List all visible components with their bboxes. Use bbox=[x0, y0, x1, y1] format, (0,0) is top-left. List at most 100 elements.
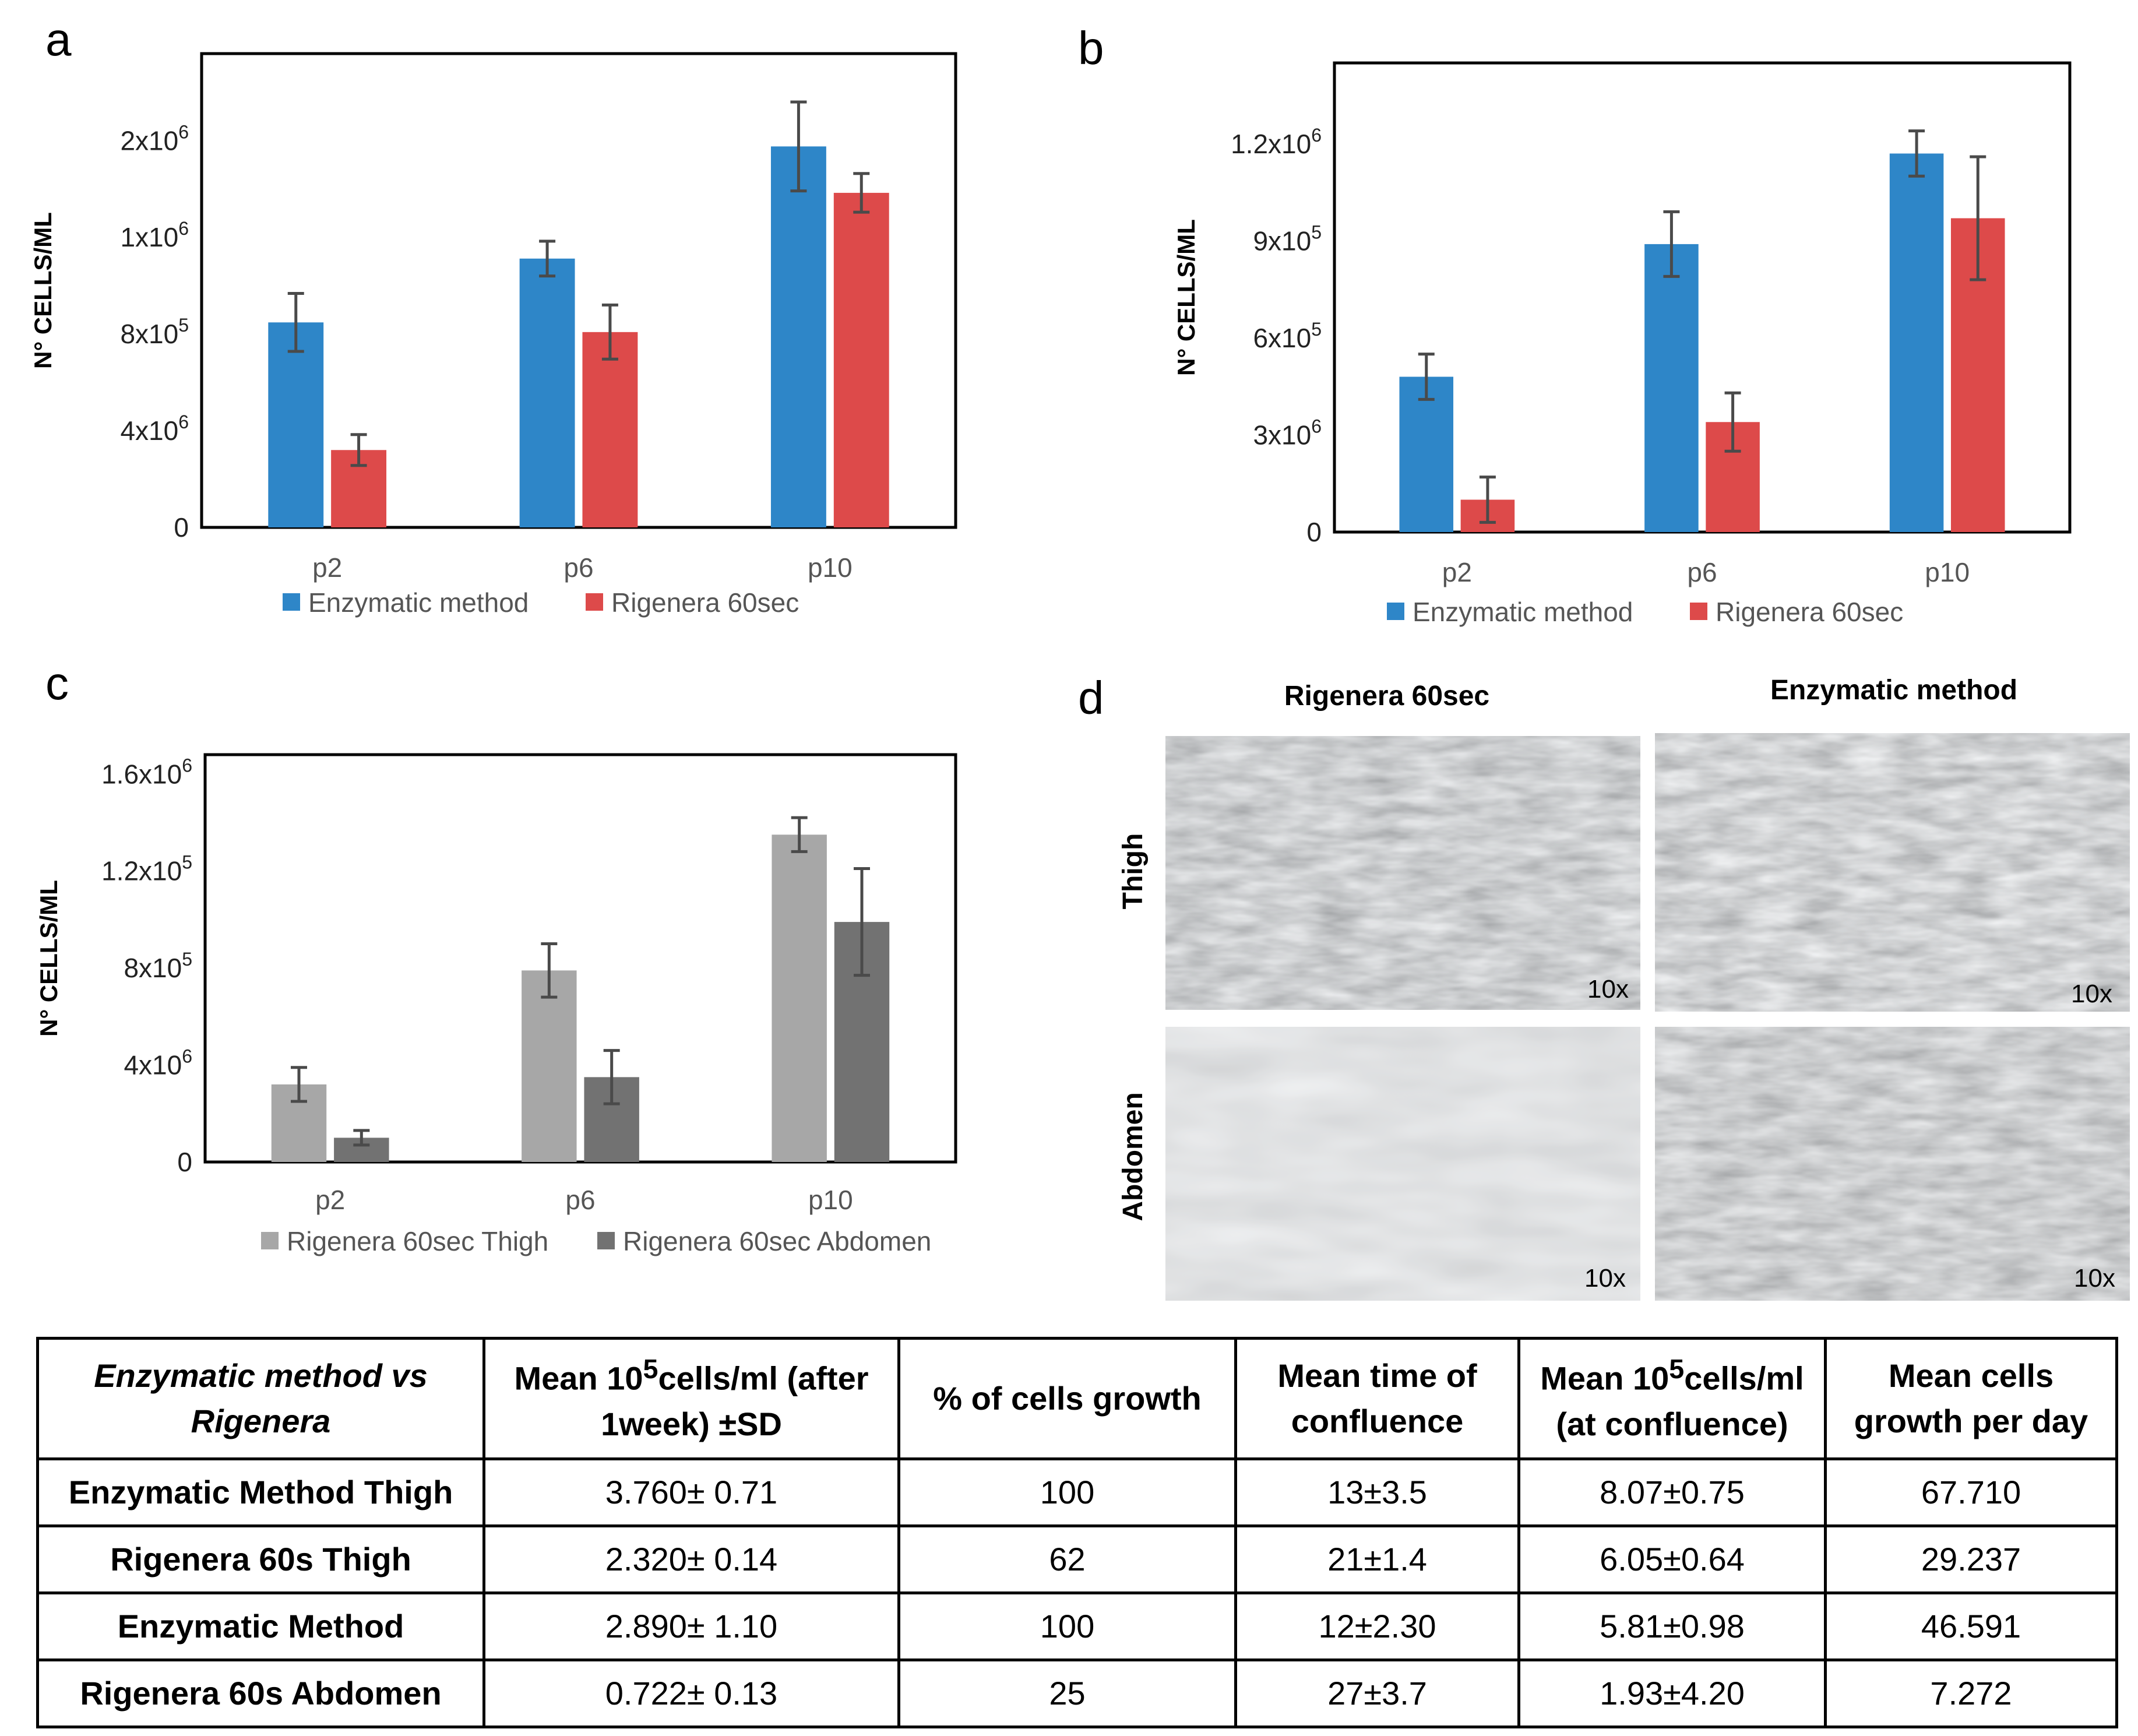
table-cell: 7.272 bbox=[1824, 1658, 2118, 1728]
y-tick-label: 2x106 bbox=[120, 121, 189, 156]
table-cell: 21±1.4 bbox=[1234, 1524, 1520, 1594]
legend-label: Enzymatic method bbox=[1413, 597, 1633, 627]
table-cell: Rigenera 60s Abdomen bbox=[36, 1658, 485, 1728]
micrograph-rigenera-thigh: 10x bbox=[1165, 736, 1640, 1010]
table-cell: 100 bbox=[897, 1457, 1237, 1527]
y-tick-label: 3x106 bbox=[1253, 415, 1322, 450]
chart-b: 0 3x106 6x105 9x105 1.2x106 N° CELLS/ML p2 p6 p1… bbox=[1172, 61, 2072, 627]
micrograph-row-label-thigh: Thigh bbox=[1118, 833, 1149, 910]
table-header-comparison: Enzymatic method vs Rigenera bbox=[36, 1337, 485, 1460]
legend-label: Enzymatic method bbox=[308, 587, 529, 618]
table-header-mean-confluence: Mean 105cells/ml (at confluence) bbox=[1517, 1337, 1827, 1460]
y-tick-label: 4x106 bbox=[120, 411, 189, 446]
y-tick-label: 9x105 bbox=[1253, 221, 1322, 256]
bar bbox=[1889, 153, 1944, 533]
legend-label: Rigenera 60sec bbox=[1716, 597, 1903, 627]
category-label: p2 bbox=[312, 552, 342, 583]
figure: a b c d 0 4x106 8x105 1x106 2x106 N° CELLS/ML… bbox=[29, 13, 2130, 1301]
table-cell: 6.05±0.64 bbox=[1517, 1524, 1827, 1594]
magnification-label: 10x bbox=[2074, 1264, 2115, 1293]
panel-label-a: a bbox=[45, 13, 72, 65]
results-table: Enzymatic method vs Rigenera Mean 105cel… bbox=[36, 1337, 2118, 1728]
plot-frame bbox=[1333, 61, 2072, 534]
legend-swatch bbox=[283, 593, 300, 611]
table-cell: 25 bbox=[897, 1658, 1237, 1728]
bar bbox=[268, 322, 324, 527]
table-header-row: Enzymatic method vs Rigenera Mean 105cel… bbox=[36, 1337, 2118, 1460]
table-row: Enzymatic Method 2.890± 1.10 100 12±2.30… bbox=[36, 1591, 2118, 1661]
panel-label-d: d bbox=[1078, 672, 1104, 724]
table-cell: 100 bbox=[897, 1591, 1237, 1661]
panel-label-c: c bbox=[45, 657, 69, 709]
table-header-mean-1week: Mean 105cells/ml (after 1week) ±SD bbox=[482, 1337, 900, 1460]
category-label: p2 bbox=[1442, 557, 1472, 587]
y-tick-label: 6x105 bbox=[1253, 319, 1322, 353]
micrograph-enzymatic-abdomen: 10x bbox=[1655, 1027, 2130, 1301]
table-header-growth-per-day: Mean cells growth per day bbox=[1824, 1337, 2118, 1460]
category-label: p2 bbox=[315, 1185, 345, 1215]
magnification-label: 10x bbox=[1584, 1264, 1626, 1293]
legend-swatch bbox=[261, 1232, 279, 1249]
table-row: Rigenera 60s Thigh 2.320± 0.14 62 21±1.4… bbox=[36, 1524, 2118, 1594]
category-label: p6 bbox=[1687, 557, 1717, 587]
chart-c: 0 4x106 8x105 1.2x105 1.6x106 N° CELLS/ML p2 p6… bbox=[35, 753, 957, 1256]
micrograph-rigenera-abdomen: 10x bbox=[1165, 1027, 1640, 1301]
bar bbox=[522, 970, 577, 1162]
micrograph-row-label-abdomen: Abdomen bbox=[1118, 1092, 1149, 1221]
bar bbox=[833, 192, 889, 527]
micrograph-enzymatic-thigh: 10x bbox=[1655, 733, 2130, 1012]
table-header-growth-percent: % of cells growth bbox=[897, 1337, 1237, 1460]
y-tick-label: 0 bbox=[1306, 517, 1322, 547]
bar bbox=[1644, 244, 1699, 532]
y-tick-label: 8x105 bbox=[120, 315, 189, 349]
legend-swatch bbox=[597, 1232, 615, 1249]
table-cell: 27±3.7 bbox=[1234, 1658, 1520, 1728]
y-tick-label: 8x105 bbox=[124, 949, 192, 983]
table-cell: 2.320± 0.14 bbox=[482, 1524, 900, 1594]
category-label: p6 bbox=[565, 1185, 595, 1215]
y-tick-label: 1x106 bbox=[120, 218, 189, 252]
legend-swatch bbox=[1690, 603, 1707, 620]
y-tick-label: 0 bbox=[177, 1147, 192, 1177]
table-cell: 46.591 bbox=[1824, 1591, 2118, 1661]
table-cell: 2.890± 1.10 bbox=[482, 1591, 900, 1661]
bar bbox=[519, 258, 575, 527]
legend-label: Rigenera 60sec bbox=[611, 587, 799, 618]
magnification-label: 10x bbox=[2071, 980, 2112, 1008]
micrograph-col-header-enzymatic: Enzymatic method bbox=[1770, 675, 2017, 706]
table-cell: 13±3.5 bbox=[1234, 1457, 1520, 1527]
table-cell: 0.722± 0.13 bbox=[482, 1658, 900, 1728]
y-tick-label: 1.2x106 bbox=[1231, 125, 1322, 159]
legend-label: Rigenera 60sec Thigh bbox=[287, 1226, 548, 1256]
table-row: Rigenera 60s Abdomen 0.722± 0.13 25 27±3… bbox=[36, 1658, 2118, 1728]
y-tick-label: 4x106 bbox=[124, 1046, 192, 1080]
category-label: p10 bbox=[808, 1185, 853, 1215]
table-cell: Enzymatic Method Thigh bbox=[36, 1457, 485, 1527]
table-cell: Enzymatic Method bbox=[36, 1591, 485, 1661]
bar bbox=[582, 332, 638, 527]
y-tick-label: 0 bbox=[174, 512, 189, 543]
table-row: Enzymatic Method Thigh 3.760± 0.71 100 1… bbox=[36, 1457, 2118, 1527]
plot-frame bbox=[203, 753, 957, 1164]
category-label: p6 bbox=[563, 552, 593, 583]
table-cell: 12±2.30 bbox=[1234, 1591, 1520, 1661]
panel-label-b: b bbox=[1078, 22, 1104, 74]
category-label: p10 bbox=[1925, 557, 1970, 587]
bar bbox=[770, 146, 826, 528]
table-header-confluence-time: Mean time of confluence bbox=[1234, 1337, 1520, 1460]
legend-swatch bbox=[586, 593, 603, 611]
y-tick-label: 1.2x105 bbox=[101, 852, 192, 886]
y-axis-title: N° CELLS/ML bbox=[1172, 219, 1200, 376]
table-cell: 5.81±0.98 bbox=[1517, 1591, 1827, 1661]
bar bbox=[772, 834, 827, 1162]
legend-swatch bbox=[1387, 603, 1404, 620]
table-cell: 8.07±0.75 bbox=[1517, 1457, 1827, 1527]
table-cell: 67.710 bbox=[1824, 1457, 2118, 1527]
plot-frame bbox=[200, 52, 957, 529]
micrograph-col-header-rigenera: Rigenera 60sec bbox=[1284, 681, 1489, 712]
table-cell: Rigenera 60s Thigh bbox=[36, 1524, 485, 1594]
bar bbox=[1399, 376, 1454, 532]
magnification-label: 10x bbox=[1587, 975, 1629, 1003]
y-tick-label: 1.6x106 bbox=[101, 755, 192, 789]
chart-a: 0 4x106 8x105 1x106 2x106 N° CELLS/ML p2 p6 p10 E… bbox=[29, 52, 957, 618]
